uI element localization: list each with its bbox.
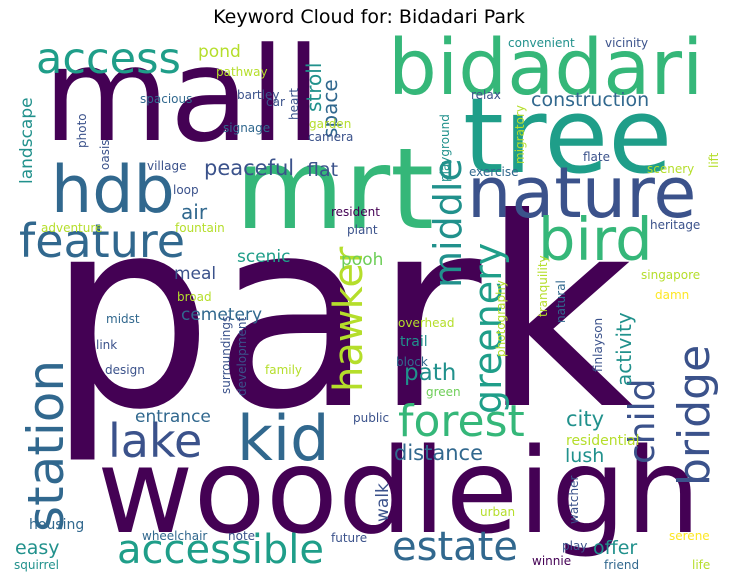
- word-woodleigh: woodleigh: [97, 422, 701, 560]
- word-fountain: fountain: [175, 221, 225, 235]
- word-lush: lush: [565, 445, 605, 467]
- word-stroll: stroll: [302, 62, 326, 112]
- word-pooh: pooh: [341, 250, 384, 270]
- word-distance: distance: [394, 441, 483, 465]
- word-easy: easy: [15, 537, 60, 559]
- word-construction: construction: [531, 89, 650, 111]
- word-garden: garden: [309, 117, 352, 131]
- word-activity: activity: [612, 312, 636, 386]
- word-forest: forest: [398, 396, 525, 447]
- word-adventure: adventure: [41, 221, 103, 235]
- word-heritage: heritage: [650, 218, 701, 232]
- word-signage: signage: [223, 121, 271, 135]
- word-resident: resident: [331, 205, 380, 219]
- word-car: car: [266, 95, 285, 109]
- word-friend: friend: [604, 558, 640, 572]
- word-midst: midst: [106, 312, 140, 326]
- word-bird: bird: [538, 205, 653, 274]
- word-link: link: [96, 338, 118, 352]
- word-loop: loop: [173, 183, 199, 197]
- word-lake: lake: [108, 414, 203, 468]
- word-tree: tree: [463, 75, 673, 197]
- word-entrance: entrance: [135, 407, 211, 427]
- word-heart: heart: [287, 88, 301, 120]
- word-natural: natural: [554, 280, 568, 323]
- word-tranquility: tranquility: [536, 255, 550, 317]
- word-flate: flate: [583, 150, 610, 164]
- word-peaceful: peaceful: [204, 156, 295, 180]
- word-playground: playground: [438, 114, 452, 182]
- word-relax: relax: [471, 88, 501, 102]
- word-offer: offer: [593, 537, 638, 559]
- word-park: park: [47, 162, 634, 467]
- word-pond: pond: [198, 42, 241, 62]
- word-photo: photo: [75, 113, 89, 148]
- word-city: city: [566, 407, 605, 431]
- word-pathway: pathway: [216, 65, 268, 79]
- word-exercise: exercise: [469, 165, 519, 179]
- word-station: station: [17, 359, 75, 532]
- word-child: child: [622, 378, 663, 464]
- word-meal: meal: [174, 264, 217, 284]
- word-broad: broad: [177, 290, 212, 304]
- word-access: access: [36, 34, 181, 84]
- word-spacious: spacious: [140, 92, 193, 106]
- word-scenery: scenery: [647, 162, 695, 176]
- word-housing: housing: [29, 517, 85, 533]
- word-oasis: oasis: [98, 139, 112, 170]
- word-urban: urban: [480, 505, 516, 519]
- word-mrt: mrt: [235, 125, 435, 255]
- word-vicinity: vicinity: [605, 36, 649, 50]
- word-photography: photography: [494, 280, 508, 357]
- word-scenic: scenic: [237, 247, 291, 267]
- chart-title: Keyword Cloud for: Bidadari Park: [213, 6, 525, 28]
- word-landscape: landscape: [17, 97, 37, 184]
- word-finlayson: finlayson: [591, 317, 605, 372]
- word-play: play: [562, 539, 588, 553]
- word-bartley: bartley: [237, 88, 280, 102]
- word-flat: flat: [307, 159, 339, 181]
- word-overhead: overhead: [398, 316, 455, 330]
- word-serene: serene: [669, 529, 710, 543]
- word-green: green: [426, 385, 461, 399]
- word-air: air: [181, 200, 208, 224]
- word-cemetery: cemetery: [181, 305, 262, 325]
- word-future: future: [331, 531, 368, 545]
- word-design: design: [105, 363, 145, 377]
- word-development: development: [235, 316, 249, 396]
- word-wheelchair: wheelchair: [142, 529, 208, 543]
- word-residential: residential: [566, 433, 640, 449]
- word-camera: camera: [308, 130, 354, 144]
- word-plant: plant: [347, 223, 378, 237]
- word-watcher: watcher: [567, 475, 581, 524]
- word-surroundings: surroundings: [219, 315, 233, 394]
- word-bidadari: bidadari: [388, 34, 704, 113]
- word-family: family: [265, 363, 303, 377]
- word-block: block: [396, 355, 428, 369]
- word-life: life: [692, 558, 711, 572]
- word-feature: feature: [19, 214, 186, 268]
- word-lift: lift: [707, 152, 721, 168]
- word-accessible: accessible: [117, 527, 325, 573]
- word-kid: kid: [237, 402, 330, 475]
- word-damn: damn: [655, 288, 690, 302]
- word-migratory: migratory: [513, 104, 527, 164]
- word-bridge: bridge: [669, 344, 720, 486]
- word-walk: walk: [373, 483, 393, 522]
- word-public: public: [353, 411, 390, 425]
- word-squirrel: squirrel: [14, 558, 59, 572]
- word-nature: nature: [467, 152, 697, 234]
- word-trail: trail: [400, 334, 428, 350]
- word-note: note: [228, 529, 256, 543]
- word-estate: estate: [392, 524, 518, 570]
- word-path: path: [404, 360, 457, 386]
- word-cloud: park woodleigh mall mrt tree bidadari na…: [11, 34, 727, 576]
- word-village: village: [147, 159, 187, 173]
- word-hdb: hdb: [51, 153, 175, 228]
- word-singapore: singapore: [641, 268, 701, 282]
- word-convenient: convenient: [508, 36, 575, 50]
- word-winnie: winnie: [532, 554, 572, 568]
- word-mall: mall: [43, 34, 322, 171]
